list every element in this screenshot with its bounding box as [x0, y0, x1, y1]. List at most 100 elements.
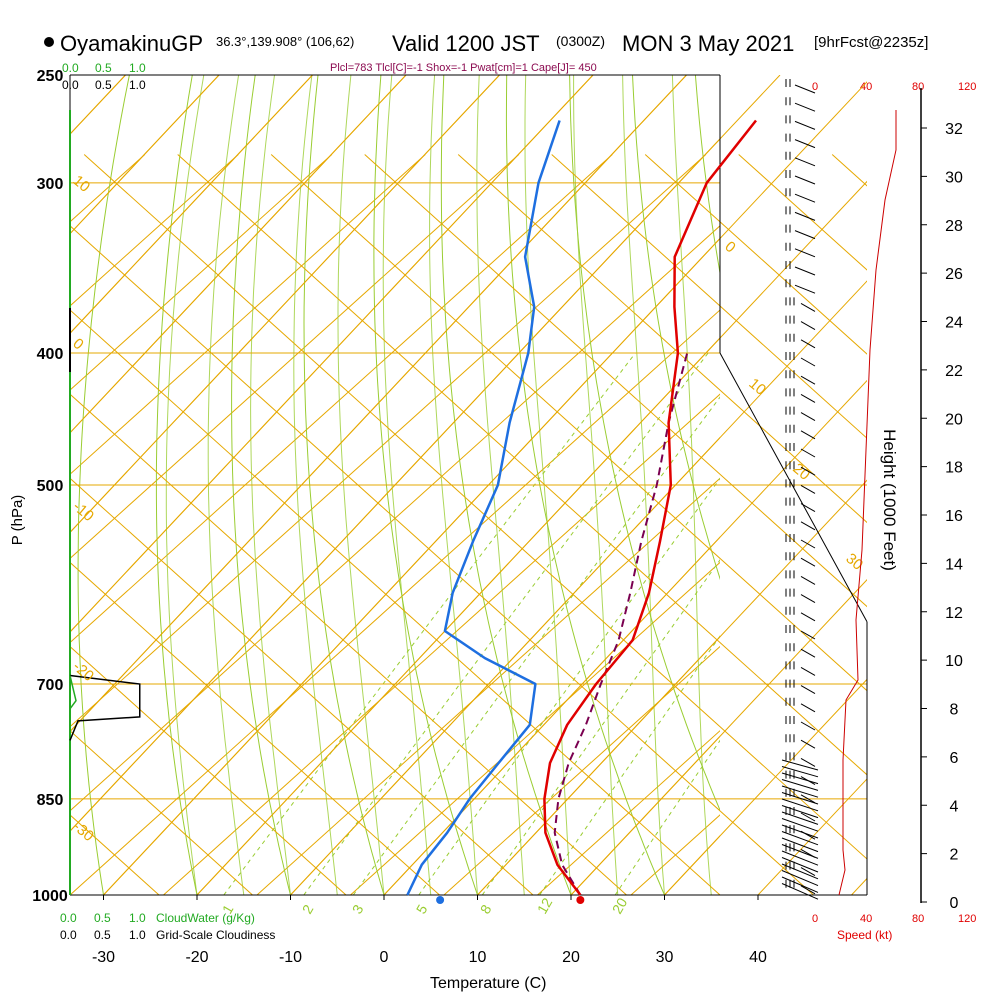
wind-barb-staff: [800, 685, 816, 695]
wind-barb-staff: [800, 703, 816, 713]
isotherm-line: [664, 678, 867, 895]
station-coords: 36.3°,139.908° (106,62): [216, 34, 354, 49]
pressure-tick-500: 500: [37, 478, 64, 495]
isotherm-label: 30: [842, 550, 866, 574]
counter-diagonal-line: [70, 561, 440, 895]
parcel-trace: [553, 352, 689, 896]
x-tick-label: 10: [469, 949, 487, 966]
isotherm-line: [851, 877, 867, 895]
wind-barb-staff-low: [781, 876, 819, 893]
moist-adiabat: [293, 75, 338, 895]
counter-diagonal-line: [177, 154, 867, 776]
isotherm-label: -10: [69, 498, 97, 525]
pressure-tick-850: 850: [37, 792, 64, 809]
wind-barb-staff: [800, 739, 816, 749]
isotherm-line: [852, 75, 1000, 895]
wind-barb-staff-low: [781, 831, 819, 846]
height-tick-label: 16: [945, 508, 963, 525]
wind-barb-staff-low: [781, 785, 819, 798]
wind-barb-staff: [800, 521, 816, 531]
wind-barb-staff: [800, 375, 816, 385]
wind-barb-staff: [800, 648, 816, 658]
mixing-ratio-label: 5: [413, 902, 431, 917]
pressure-tick-1000: 1000: [32, 888, 68, 905]
valid-time: Valid 1200 JST: [392, 31, 540, 56]
height-tick-label: 14: [945, 556, 963, 573]
cloudwater-scale-bottom-1: 0.5: [94, 911, 111, 925]
speed-scale-top-3: 120: [958, 81, 976, 93]
height-tick-label: 10: [945, 653, 963, 670]
dry-adiabat: [231, 75, 291, 895]
moist-adiabat: [573, 75, 619, 895]
counter-diagonal-line: [70, 154, 426, 475]
speed-scale-bottom-3: 120: [958, 913, 976, 925]
wind-barb-staff: [800, 393, 816, 403]
height-tick-label: 30: [945, 169, 963, 186]
wind-barb-staff: [800, 594, 816, 604]
wind-barb-staff: [800, 575, 816, 585]
isotherm-label: 10: [745, 375, 769, 399]
counter-diagonal-line: [70, 154, 333, 391]
moist-adiabat: [622, 75, 665, 895]
wind-barb-staff: [794, 84, 816, 94]
wind-barb-staff-low: [781, 759, 819, 771]
counter-diagonal-line: [831, 154, 867, 187]
mixing-ratio-line: [418, 477, 720, 895]
wind-barb-staff: [794, 193, 816, 203]
wind-barb-staff: [800, 357, 816, 367]
isotherm-line: [70, 75, 407, 434]
height-tick-label: 28: [945, 218, 963, 235]
wind-barb-staff-low: [781, 792, 819, 805]
isotherm-label: 0: [721, 238, 738, 256]
speed-scale-top-0: 0: [812, 81, 818, 93]
cloudwater-scale-bottom-2: 1.0: [129, 911, 146, 925]
height-tick-label: 32: [945, 121, 963, 138]
speed-scale-top-2: 80: [912, 81, 924, 93]
x-tick-label: -20: [185, 949, 208, 966]
counter-diagonal-line: [70, 645, 347, 895]
wind-barb-staff-low: [781, 863, 819, 880]
cloudiness-scale-top-1: 0.5: [95, 78, 112, 92]
height-tick-label: 2: [950, 847, 959, 864]
height-tick-label: 6: [950, 750, 959, 767]
wind-barb-staff: [800, 612, 816, 622]
wind-barb-staff: [794, 102, 816, 112]
counter-diagonal-line: [537, 730, 720, 895]
counter-diagonal-line: [70, 730, 253, 895]
cloudwater-label: CloudWater (g/Kg): [156, 911, 255, 925]
wind-barb-staff: [800, 503, 816, 513]
x-tick-label: -30: [92, 949, 115, 966]
pressure-tick-400: 400: [37, 346, 64, 363]
moist-adiabat: [165, 75, 205, 895]
counter-diagonal-line: [70, 225, 814, 895]
isotherm-label: -20: [69, 658, 97, 685]
height-tick-label: 8: [950, 702, 959, 719]
wind-barb-staff: [800, 721, 816, 731]
wind-barb-staff: [794, 284, 816, 294]
moist-adiabat: [524, 75, 572, 895]
wind-barb-staff: [800, 448, 816, 458]
cloudiness-scale-top-2: 1.0: [129, 78, 146, 92]
wind-barb-staff-low: [781, 798, 819, 812]
wind-barb-staff: [800, 794, 816, 804]
wind-barb-staff-low: [781, 837, 819, 853]
counter-diagonal-line: [551, 154, 867, 439]
station-bullet-icon: [44, 37, 54, 47]
wind-barb-staff-low: [781, 811, 819, 825]
wind-barb-staff: [800, 812, 816, 822]
cloudwater-layer: [69, 675, 77, 710]
wind-barb-staff: [794, 248, 816, 258]
plot-frame: [69, 74, 868, 896]
wind-barb-staff: [794, 230, 816, 240]
wind-barb-staff-low: [781, 857, 819, 873]
station-name: OyamakinuGP: [60, 31, 203, 56]
wind-barb-staff: [800, 885, 816, 895]
wind-barb-staff: [800, 757, 816, 767]
wind-barb-staff-low: [781, 870, 819, 887]
height-tick-label: 18: [945, 460, 963, 477]
dry-adiabat: [440, 75, 572, 895]
dry-adiabat: [947, 75, 1000, 895]
isotherm-line: [70, 75, 313, 334]
x-tick-label: 30: [656, 949, 674, 966]
cloud-layer-outline: [69, 674, 141, 741]
